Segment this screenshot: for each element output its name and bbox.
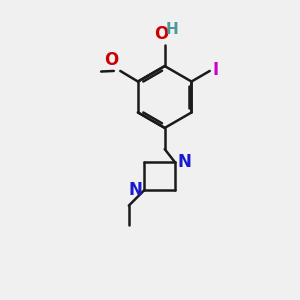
Text: I: I — [212, 61, 218, 79]
Text: O: O — [154, 26, 168, 44]
Text: N: N — [128, 181, 142, 199]
Text: O: O — [105, 52, 119, 70]
Text: H: H — [166, 22, 178, 37]
Text: N: N — [177, 153, 191, 171]
